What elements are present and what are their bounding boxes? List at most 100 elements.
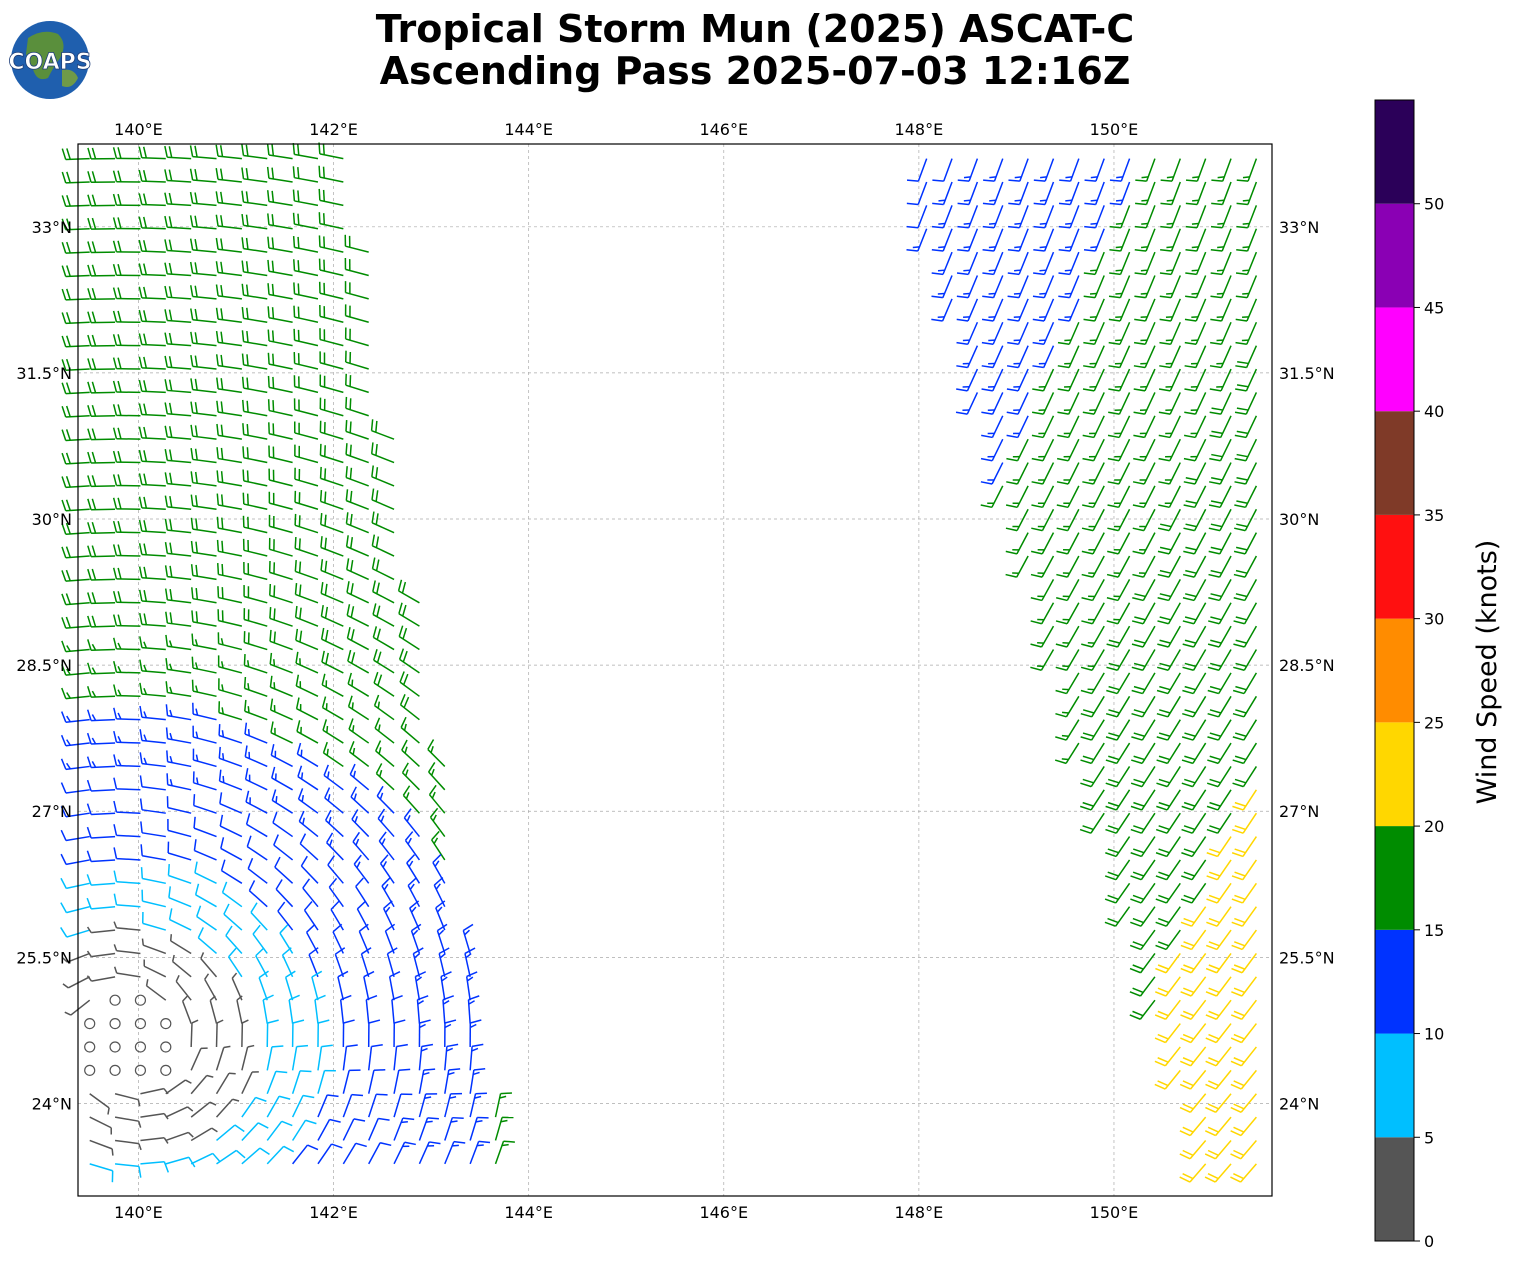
- wind-barb: [140, 844, 166, 861]
- wind-barb: [314, 994, 326, 1024]
- wind-barb: [300, 855, 319, 884]
- colorbar-tick-label: 15: [1424, 921, 1444, 940]
- wind-barb: [342, 1093, 364, 1118]
- wind-barb: [1081, 555, 1105, 578]
- wind-barb: [87, 264, 116, 277]
- wind-barb: [1210, 321, 1232, 345]
- wind-barb: [1182, 672, 1207, 695]
- wind-barb: [1208, 555, 1232, 578]
- lat-tick-label-right: 25.5°N: [1279, 948, 1335, 967]
- wind-barb: [164, 262, 192, 277]
- wind-barb: [388, 970, 401, 1001]
- wind-barb: [322, 741, 344, 768]
- wind-barb: [1155, 836, 1181, 858]
- wind-barb: [345, 535, 369, 557]
- wind-barb: [1211, 181, 1232, 206]
- wind-barb: [1131, 672, 1156, 695]
- wind-barb: [140, 1087, 169, 1095]
- wind-barb: [274, 856, 294, 884]
- wind-barb: [292, 235, 319, 253]
- wind-barb: [1208, 579, 1232, 602]
- wind-barb: [165, 1156, 196, 1168]
- lon-tick-label-bottom: 148°E: [895, 1203, 944, 1222]
- wind-barb: [1206, 766, 1232, 788]
- wind-barb: [327, 855, 344, 884]
- wind-barb: [1207, 695, 1232, 718]
- wind-barb: [269, 629, 293, 651]
- wind-barb: [347, 649, 370, 674]
- wind-barb: [86, 803, 116, 816]
- wind-barb: [1231, 953, 1257, 974]
- wind-barb: [1133, 345, 1156, 369]
- wind-barb: [414, 971, 427, 1001]
- wind-barb: [216, 1124, 245, 1142]
- wind-barb: [1179, 1093, 1207, 1113]
- wind-barb: [318, 165, 344, 183]
- wind-barb: [266, 1045, 284, 1071]
- wind-barb: [166, 773, 192, 791]
- wind-barb: [1130, 859, 1156, 881]
- wind-barb: [189, 168, 217, 183]
- wind-barb: [296, 720, 319, 744]
- wind-barb: [1054, 742, 1080, 765]
- wind-barb: [418, 1019, 431, 1047]
- wind-barb: [1183, 462, 1207, 485]
- wind-barb: [1234, 485, 1258, 509]
- wind-barb: [1134, 205, 1156, 229]
- wind-barb: [1230, 1093, 1257, 1113]
- wind-barb: [89, 1116, 113, 1135]
- wind-barb: [112, 520, 141, 534]
- wind-barb: [293, 398, 319, 417]
- wind-barb: [86, 950, 116, 958]
- wind-barb: [138, 426, 166, 440]
- wind-barb: [113, 870, 141, 885]
- wind-barb: [1181, 742, 1207, 765]
- wind-barb: [1007, 275, 1029, 299]
- wind-barb: [347, 695, 370, 721]
- wind-barb: [87, 171, 116, 184]
- wind-barbs: [60, 142, 1258, 1183]
- wind-barb: [1006, 392, 1029, 415]
- wind-barb: [140, 1137, 169, 1144]
- wind-barb: [319, 420, 344, 440]
- wind-barb: [355, 877, 370, 908]
- wind-barb: [375, 740, 395, 768]
- wind-barb: [393, 1019, 406, 1047]
- wind-barb: [215, 168, 242, 183]
- wind-barb: [191, 679, 217, 698]
- wind-barb: [215, 144, 242, 160]
- wind-barb: [112, 193, 141, 207]
- lat-tick-label-left: 33°N: [32, 218, 72, 237]
- wind-barb: [217, 586, 243, 604]
- wind-barb: [1106, 672, 1131, 695]
- wind-barb: [381, 877, 395, 908]
- wind-barb: [320, 604, 344, 627]
- wind-barb: [297, 788, 319, 814]
- wind-barb: [1057, 392, 1080, 415]
- wind-barb: [1005, 555, 1029, 578]
- wind-barb: [1155, 929, 1181, 951]
- wind-barb: [1057, 438, 1080, 462]
- wind-barb: [1055, 695, 1080, 718]
- wind-barb: [1205, 976, 1232, 997]
- wind-barb: [932, 181, 953, 206]
- wind-barb: [1058, 228, 1080, 252]
- wind-barb: [371, 557, 395, 581]
- wind-barb: [319, 466, 344, 487]
- wind-barb: [1105, 695, 1131, 718]
- wind-barb: [956, 275, 979, 299]
- wind-barb: [1181, 766, 1207, 788]
- wind-barb: [1082, 368, 1105, 392]
- wind-barb: [318, 235, 344, 253]
- wind-barb: [377, 808, 395, 838]
- wind-barb: [139, 705, 166, 721]
- lon-tick-label-top: 144°E: [504, 120, 553, 139]
- wind-barb: [113, 800, 141, 814]
- wind-barb: [1208, 508, 1232, 532]
- wind-barb: [138, 286, 166, 300]
- wind-barb: [193, 816, 217, 838]
- wind-barb: [1056, 579, 1080, 602]
- wind-barb: [1185, 158, 1207, 182]
- wind-barb: [138, 519, 166, 534]
